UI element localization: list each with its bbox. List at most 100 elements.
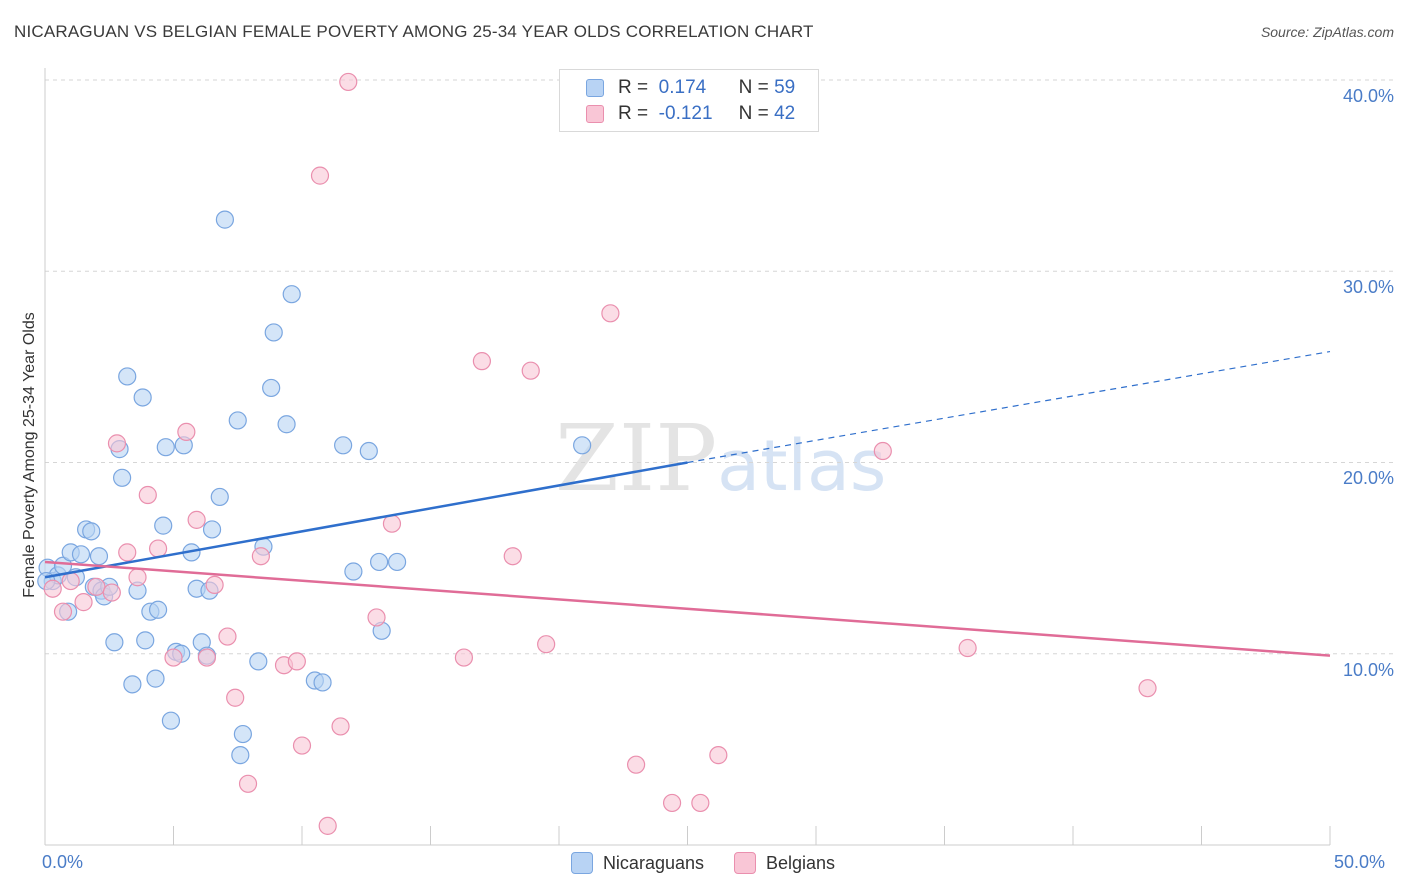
- y-tick-label: 20.0%: [1342, 468, 1394, 488]
- belgian-point: [53, 602, 73, 621]
- belgian-point: [226, 688, 245, 707]
- belgian-point: [164, 648, 183, 667]
- belgian-point: [43, 579, 62, 598]
- y-tick-label: 30.0%: [1342, 277, 1394, 297]
- belgian-point: [454, 648, 474, 667]
- belgian-point: [873, 441, 892, 461]
- nicaraguan-point: [215, 210, 234, 229]
- belgian-point: [251, 547, 270, 566]
- belgian-point: [662, 793, 682, 813]
- nicaraguan-point: [210, 487, 229, 507]
- legend-swatch-belgians: [586, 105, 604, 123]
- belgian-point: [331, 717, 350, 736]
- belgian-point: [177, 422, 196, 441]
- nicaraguan-point: [359, 441, 378, 461]
- series-swatch-nicaraguans: [570, 852, 593, 874]
- belgian-point: [601, 304, 620, 323]
- chart-title: NICARAGUAN VS BELGIAN FEMALE POVERTY AMO…: [14, 22, 814, 41]
- nicaraguan-point: [71, 545, 91, 564]
- nicaraguan-point: [148, 600, 168, 619]
- nicaraguan-point: [154, 516, 173, 535]
- nicaraguan-point: [161, 711, 181, 730]
- belgian-point: [148, 539, 168, 558]
- belgian-point: [138, 485, 157, 505]
- x-tick-label: 0.0%: [42, 852, 84, 872]
- legend-n-value: 59: [774, 77, 796, 98]
- belgian-point: [318, 816, 337, 835]
- nicaraguan-point: [123, 675, 142, 694]
- legend-r-value: 0.174: [658, 77, 707, 98]
- nicaraguan-point: [89, 547, 109, 566]
- belgian-point: [691, 793, 710, 813]
- nicaraguan-point: [136, 631, 155, 650]
- belgian-point: [958, 638, 977, 658]
- belgian-point: [287, 652, 306, 671]
- belgian-point: [74, 593, 93, 612]
- x-tick-label: 50.0%: [1334, 852, 1386, 872]
- legend-r-value: -0.121: [658, 103, 713, 124]
- nicaraguans-trendline-extension: [687, 350, 1331, 464]
- legend-r-label: R =: [618, 103, 649, 124]
- belgian-point: [128, 568, 147, 587]
- belgian-point: [87, 577, 106, 596]
- source-label: Source: ZipAtlas.com: [1260, 24, 1394, 40]
- nicaraguan-point: [156, 438, 175, 457]
- legend-swatch-nicaraguans: [586, 79, 604, 97]
- y-tick-label: 40.0%: [1342, 86, 1394, 106]
- nicaraguan-point: [112, 468, 132, 487]
- watermark-zip: ZIP: [555, 405, 717, 512]
- belgian-point: [197, 648, 217, 667]
- series-legend: Nicaraguans Belgians: [0, 852, 1406, 874]
- belgian-point: [537, 635, 556, 654]
- nicaraguan-point: [387, 552, 407, 572]
- series-legend-label: Nicaraguans: [602, 852, 704, 873]
- legend-n-label: N =: [738, 103, 769, 124]
- belgian-point: [1138, 679, 1157, 698]
- y-tick-label: 10.0%: [1342, 660, 1394, 680]
- legend-n-label: N =: [738, 77, 769, 98]
- belgian-point: [472, 352, 491, 371]
- nicaraguan-point: [231, 746, 250, 765]
- nicaraguan-point: [82, 522, 101, 541]
- nicaraguan-point: [334, 436, 353, 455]
- nicaraguan-point: [262, 378, 281, 398]
- nicaraguans-trendline: [44, 461, 688, 579]
- nicaraguan-point: [573, 436, 592, 455]
- belgian-point: [238, 774, 258, 793]
- legend-row-belgians: R = -0.121 N = 42: [586, 102, 795, 126]
- nicaraguan-point: [313, 673, 332, 692]
- belgian-point: [61, 571, 80, 591]
- legend-n-value: 42: [774, 103, 796, 124]
- nicaraguan-point: [282, 285, 301, 304]
- series-legend-label: Belgians: [766, 852, 836, 873]
- belgian-point: [367, 608, 386, 627]
- belgian-point: [205, 575, 224, 595]
- nicaraguan-point: [264, 323, 283, 342]
- nicaraguan-point: [233, 724, 252, 744]
- correlation-legend: R = 0.174 N = 59 R = -0.121 N = 42: [559, 69, 819, 132]
- series-legend-belgians: Belgians: [734, 852, 835, 874]
- belgian-point: [102, 583, 121, 602]
- nicaraguan-point: [370, 552, 389, 572]
- belgian-point: [187, 510, 206, 529]
- belgian-point: [503, 547, 522, 566]
- series-legend-nicaraguans: Nicaraguans: [570, 852, 704, 874]
- nicaraguan-point: [249, 652, 268, 671]
- legend-r-label: R =: [618, 77, 649, 98]
- belgian-point: [118, 543, 137, 562]
- belgian-point: [626, 755, 646, 774]
- belgian-point: [382, 514, 402, 533]
- nicaraguan-point: [146, 669, 165, 688]
- nicaraguan-point: [202, 520, 222, 539]
- nicaraguan-point: [277, 415, 296, 434]
- belgians-trendline: [44, 560, 1331, 657]
- belgian-point: [107, 434, 127, 453]
- nicaraguan-point: [344, 562, 363, 581]
- belgian-point: [292, 736, 312, 755]
- watermark: ZIPatlas: [555, 405, 886, 512]
- belgian-point: [521, 361, 540, 380]
- watermark-atlas: atlas: [717, 425, 886, 507]
- belgian-point: [310, 166, 330, 185]
- belgian-point: [218, 627, 237, 646]
